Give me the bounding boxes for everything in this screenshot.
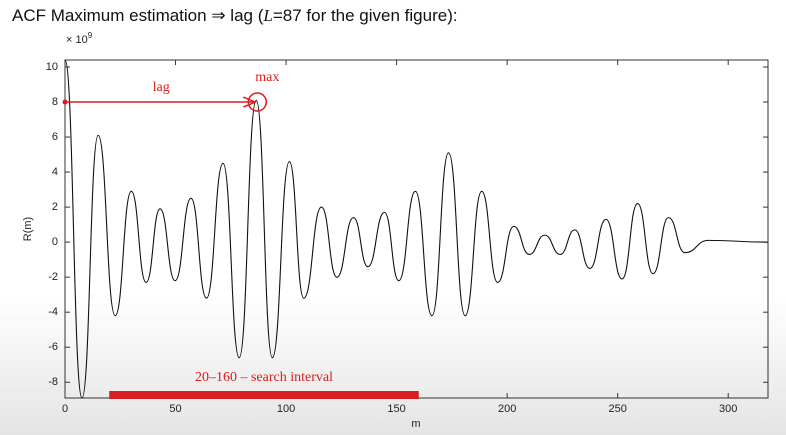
- x-tick-label: 0: [62, 403, 68, 415]
- x-tick-label: 250: [608, 403, 626, 415]
- y-tick-label: 0: [52, 236, 58, 248]
- title-text: =87 for the given figure):: [273, 6, 458, 25]
- plot-frame: [64, 59, 769, 399]
- line-series: [64, 59, 769, 399]
- y-tick-label: -2: [48, 271, 58, 283]
- y-multiplier: × 109: [66, 31, 93, 46]
- y-tick-label: 4: [52, 166, 58, 178]
- multiplier-base: × 10: [66, 34, 88, 46]
- lag-start-dot: [62, 99, 68, 105]
- x-axis-label: m: [411, 418, 420, 430]
- x-tick-label: 50: [169, 403, 181, 415]
- y-tick-label: -6: [48, 341, 58, 353]
- multiplier-exponent: 9: [88, 31, 93, 40]
- y-tick-label: 10: [46, 61, 58, 73]
- x-tick-label: 200: [498, 403, 516, 415]
- y-axis-label: R(m): [22, 217, 34, 241]
- max-marker: [247, 92, 268, 112]
- y-tick-label: 2: [52, 201, 58, 213]
- arrow-head: [243, 96, 258, 108]
- x-tick-label: 150: [387, 403, 405, 415]
- x-tick-label: 300: [719, 403, 737, 415]
- search-interval-bar: [109, 391, 419, 399]
- y-tick-label: -8: [48, 376, 58, 388]
- max-label: max: [255, 70, 279, 85]
- title-text: ACF Maximum estimation ⇒ lag (: [12, 6, 264, 25]
- y-tick-label: -4: [48, 306, 58, 318]
- x-tick-label: 100: [277, 403, 295, 415]
- title-variable: L: [262, 6, 272, 25]
- y-tick-label: 6: [52, 131, 58, 143]
- title: ACF Maximum estimation ⇒ lag (L=87 for t…: [12, 6, 458, 26]
- search-interval-label: 20–160 – search interval: [195, 370, 333, 385]
- lag-label: lag: [153, 80, 170, 95]
- y-tick-label: 8: [52, 96, 58, 108]
